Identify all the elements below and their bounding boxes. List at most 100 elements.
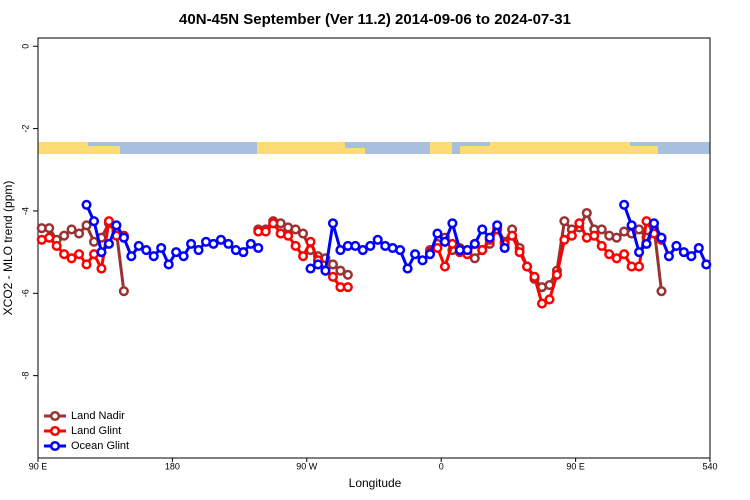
data-point [81,199,92,210]
data-point [156,242,167,254]
data-point [469,253,480,264]
data-point [439,236,450,247]
data-point [215,234,226,245]
data-point [566,230,577,241]
data-point [81,259,92,270]
data-point [186,238,197,249]
x-axis-label: Longitude [349,476,402,490]
data-point [551,269,562,280]
data-point [103,216,114,227]
data-point [619,249,630,260]
data-point [178,251,189,262]
y-tick-label: 0 [20,44,30,49]
data-point [604,249,615,260]
data-point [66,253,77,264]
data-point [305,263,316,274]
data-point [290,224,301,235]
y-tick-label: -4 [20,207,30,215]
plot-frame [37,37,711,459]
data-point [559,216,570,227]
data-point [686,251,697,262]
series [36,216,667,309]
data-point [424,249,436,260]
data-point [171,247,182,258]
y-tick-label: -8 [20,372,30,380]
data-point [260,226,271,237]
data-point [81,220,92,231]
data-point [335,245,346,256]
data-point [305,236,316,247]
data-point [74,249,85,260]
data-point [118,232,129,243]
data-point [327,259,338,270]
data-point [66,224,77,235]
data-point [432,228,443,239]
y-tick-label: -6 [20,289,30,297]
data-point [193,245,204,256]
data-point [395,245,406,256]
data-point [462,245,473,256]
data-point [357,245,368,256]
data-point [238,247,249,258]
data-point [499,242,510,254]
data-point [402,263,413,274]
data-point [298,251,309,262]
data-point [626,220,637,231]
data-point [589,230,600,241]
data-point [59,249,70,260]
data-point [641,238,652,249]
data-point [611,253,622,264]
data-point [656,286,667,297]
data-point [693,242,704,254]
data-point [365,240,376,251]
data-point [559,234,570,245]
data-point [619,199,630,210]
y-axis-label: XCO2 - MLO trend (ppm) [1,181,15,316]
legend-label: Land Glint [71,425,121,437]
x-tick-label: 180 [165,461,180,471]
data-point [44,232,55,243]
data-point [469,238,480,249]
data-point [648,218,660,229]
data-point [133,240,144,251]
data-point [484,232,495,243]
data-point [283,230,294,241]
data-point [581,207,592,219]
x-tick-label: 0 [439,461,444,471]
data-point [148,251,159,262]
data-point [447,218,458,229]
data-point [74,228,85,239]
data-point [634,224,645,235]
data-point [223,238,234,249]
data-point [514,247,525,258]
data-point [327,218,338,229]
data-point [671,240,682,251]
chart-title: 40N-45N September (Ver 11.2) 2014-09-06 … [179,11,571,28]
data-point [634,261,645,272]
data-point [268,218,279,229]
legend-marker [49,440,61,452]
data-point [96,247,107,258]
data-point [410,249,421,260]
data-point [253,242,264,254]
data-point [342,282,353,293]
data-point [507,230,518,241]
data-point [335,265,346,276]
data-point [477,245,488,256]
data-point [634,247,645,258]
data-point [290,240,301,251]
data-point [163,259,174,270]
data-point [596,240,607,251]
data-point [439,261,450,272]
x-tick-label: 540 [702,461,717,471]
data-point [59,230,70,241]
data-point [701,259,712,270]
data-point [372,234,383,245]
data-point [611,232,622,243]
data-point [245,238,256,249]
x-tick-label: 90 E [566,461,585,471]
x-tick-label: 90 W [296,461,318,471]
data-point [417,255,428,266]
data-point [118,286,129,297]
